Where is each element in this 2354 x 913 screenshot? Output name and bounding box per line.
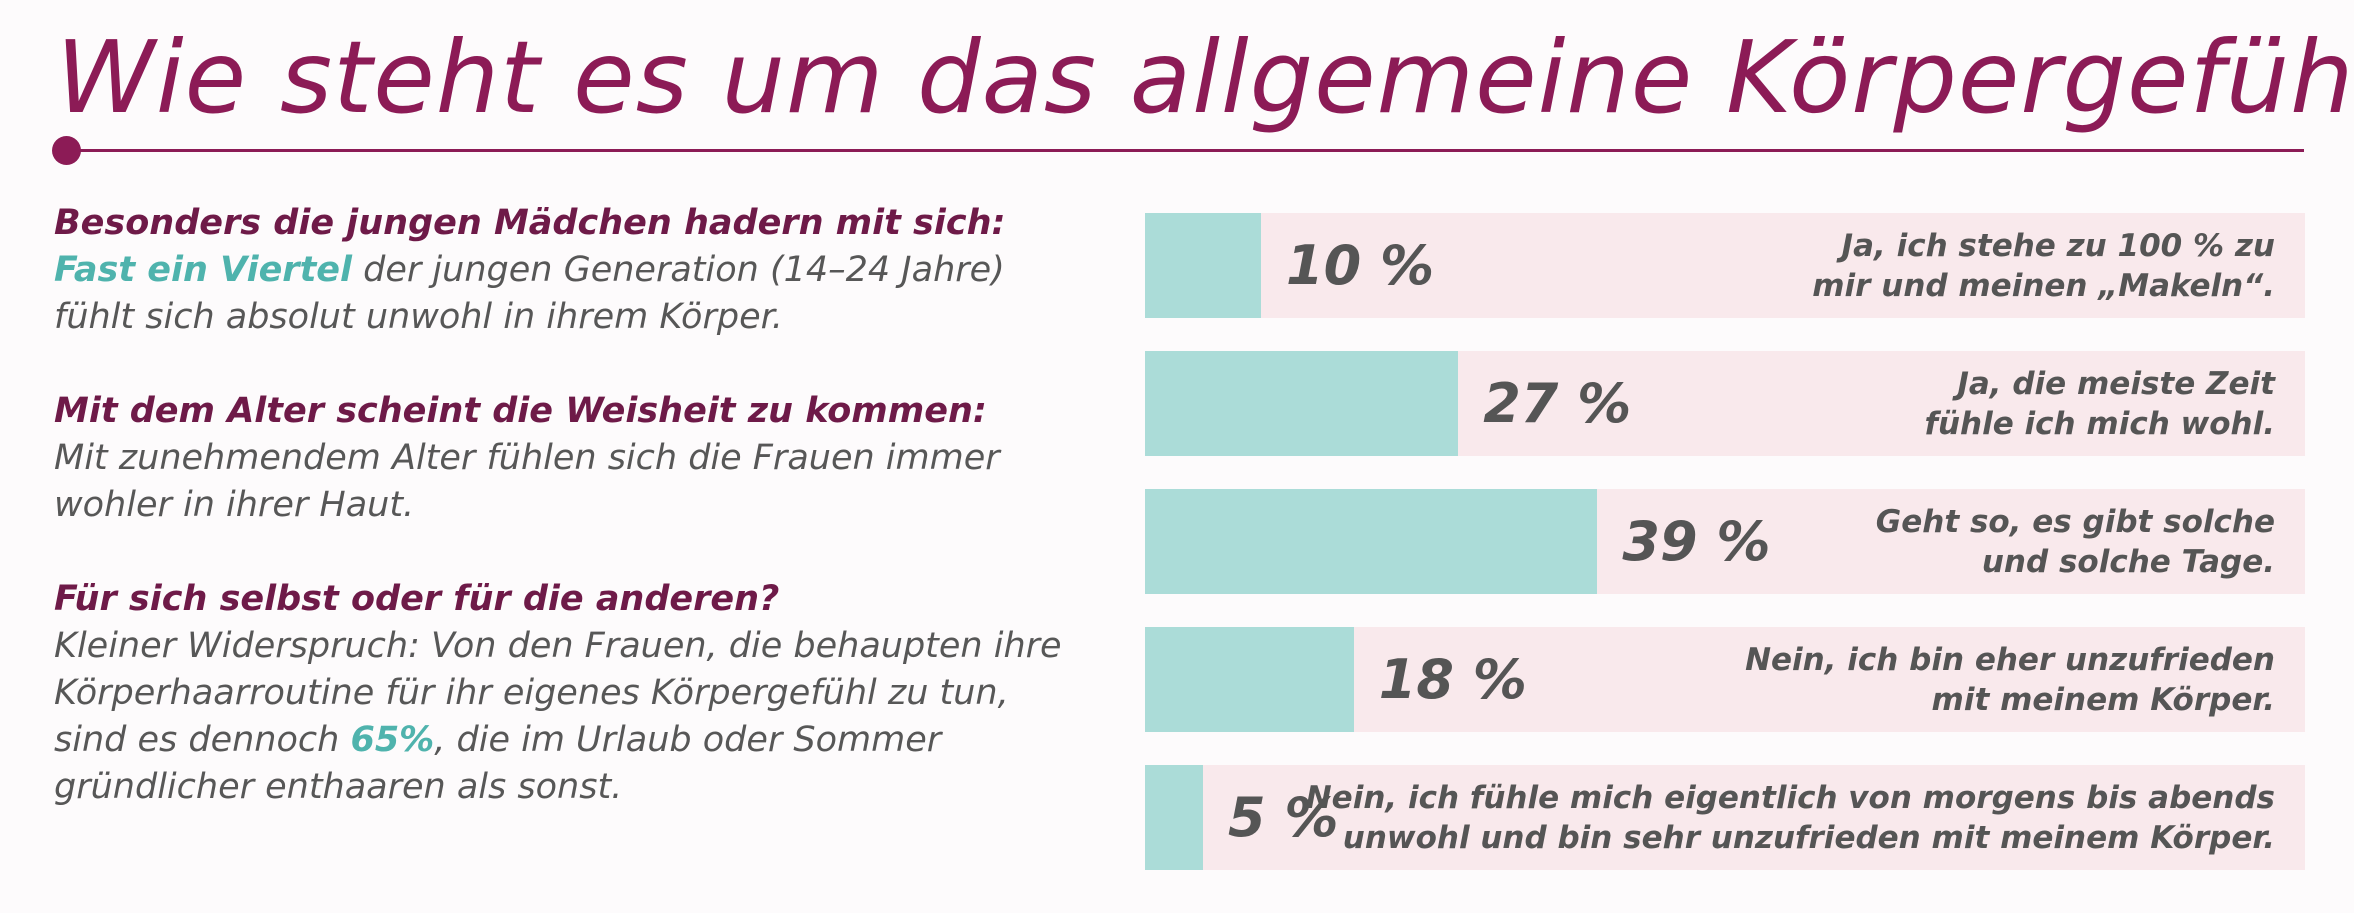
- bar-value-label: 18 %: [1378, 648, 1527, 711]
- bar-category-label: Geht so, es gibt solche und solche Tage.: [1875, 503, 2275, 580]
- text-block-heading: Besonders die jungen Mädchen hadern mit …: [54, 203, 1006, 243]
- text-block-body: Fast ein Viertel der jungen Generation (…: [54, 247, 1074, 341]
- page-title: Wie steht es um das allgemeine Körpergef…: [56, 19, 2354, 136]
- bar: [1145, 351, 1459, 456]
- bar-value-label: 5 %: [1228, 786, 1339, 849]
- text-block-body: Kleiner Widerspruch: Von den Frauen, die…: [54, 623, 1074, 811]
- body-text: der jungen Generation (14–24 Jahre) fühl…: [54, 250, 1005, 337]
- bar-row: 10 % Ja, ich stehe zu 100 % zu mir und me…: [1145, 213, 2305, 318]
- bar-value-label: 10 %: [1286, 234, 1435, 297]
- bar-category-label: Nein, ich fühle mich eigentlich von morg…: [1305, 779, 2275, 856]
- bar-value-label: 39 %: [1622, 510, 1771, 573]
- bar-category-label: Ja, die meiste Zeit fühle ich mich wohl.: [1924, 365, 2275, 442]
- text-block-heading: Mit dem Alter scheint die Weisheit zu ko…: [54, 391, 987, 431]
- bar-chart: 10 % Ja, ich stehe zu 100 % zu mir und me…: [1145, 213, 2305, 903]
- text-block-young-girls: Besonders die jungen Mädchen hadern mit …: [54, 200, 1074, 341]
- body-text: Kleiner Widerspruch: Von den Frauen, die…: [54, 626, 1062, 760]
- bar: [1145, 627, 1354, 732]
- title-rule: [66, 149, 2304, 152]
- text-block-self-or-others: Für sich selbst oder für die anderen? Kl…: [54, 576, 1074, 811]
- bar-value-label: 27 %: [1483, 372, 1632, 435]
- text-column: Besonders die jungen Mädchen hadern mit …: [54, 200, 1074, 858]
- text-block-body: Mit zunehmendem Alter fühlen sich die Fr…: [54, 438, 1000, 525]
- bar: [1145, 765, 1203, 870]
- text-block-heading: Für sich selbst oder für die anderen?: [54, 579, 780, 619]
- bar: [1145, 489, 1598, 594]
- bar-row: 27 % Ja, die meiste Zeit fühle ich mich w…: [1145, 351, 2305, 456]
- highlight-text: 65%: [350, 720, 435, 760]
- bar: [1145, 213, 1261, 318]
- body-text: , die im Urlaub oder Sommer gründlicher …: [54, 720, 942, 807]
- bar-category-label: Nein, ich bin eher unzufrieden mit meine…: [1745, 641, 2275, 718]
- bar-row: 18 % Nein, ich bin eher unzufrieden mit m…: [1145, 627, 2305, 732]
- bar-category-label: Ja, ich stehe zu 100 % zu mir und meinen…: [1812, 227, 2275, 304]
- bar-row: 39 % Geht so, es gibt solche und solche T…: [1145, 489, 2305, 594]
- bar-row: 5 % Nein, ich fühle mich eigentlich von m…: [1145, 765, 2305, 870]
- text-block-age: Mit dem Alter scheint die Weisheit zu ko…: [54, 388, 1074, 529]
- highlight-text: Fast ein Viertel: [54, 250, 353, 290]
